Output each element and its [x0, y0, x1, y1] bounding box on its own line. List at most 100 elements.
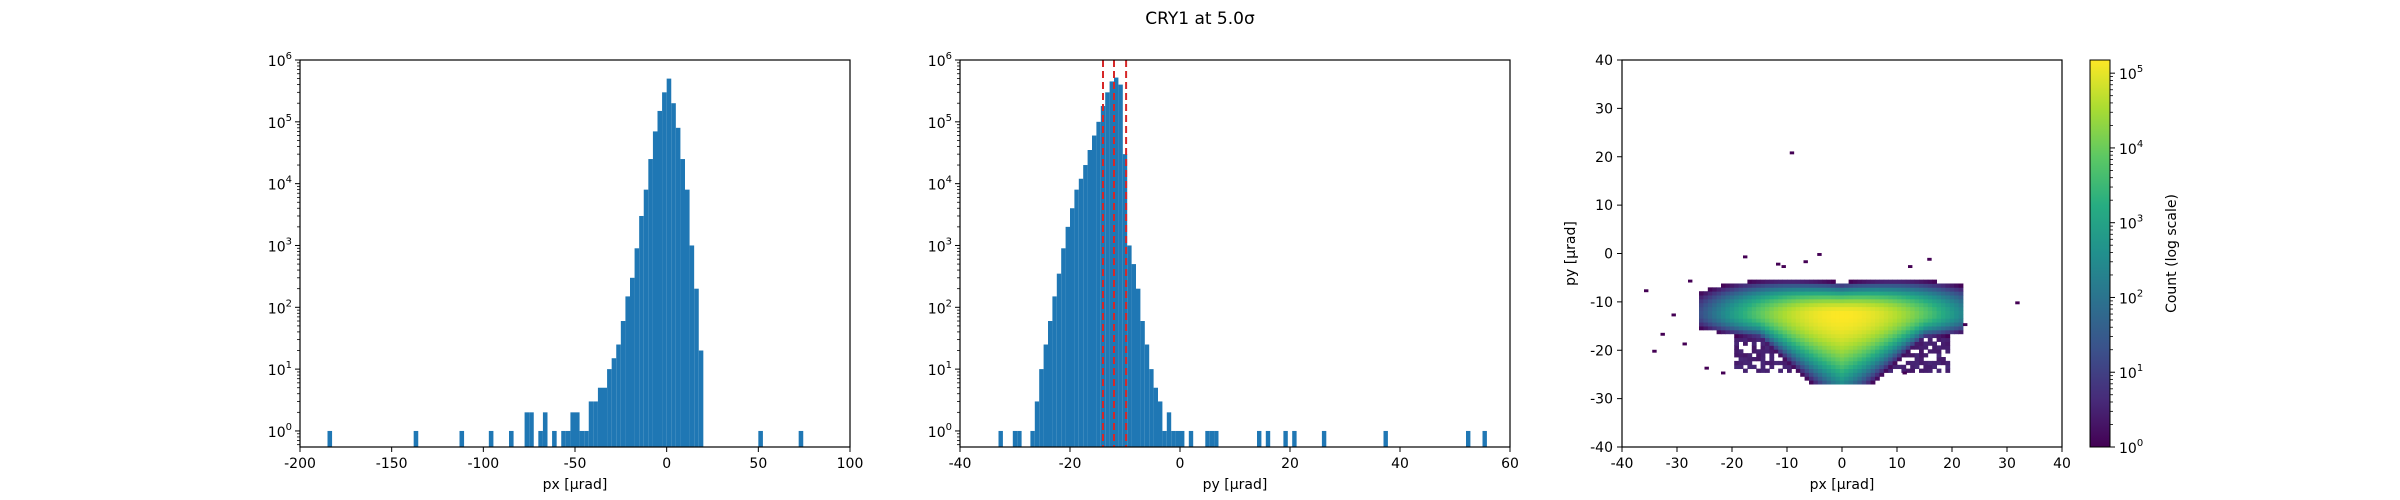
heatmap-cell — [1795, 349, 1801, 354]
heatmap-cell — [1919, 360, 1924, 366]
heatmap-cell — [1738, 360, 1744, 366]
heatmap-cell — [1848, 314, 1854, 319]
heatmap-cell — [1897, 337, 1902, 342]
heatmap-cell — [1804, 337, 1810, 342]
heatmap-cell — [1760, 368, 1766, 373]
heatmap-cell — [1813, 372, 1819, 377]
y-tick-label: -40 — [1590, 440, 1613, 456]
heatmap-cell — [1954, 329, 1959, 335]
heatmap-cell — [1804, 360, 1810, 366]
heatmap-cell — [1932, 314, 1937, 319]
heatmap-cell — [1875, 364, 1880, 370]
heatmap-cell — [1751, 287, 1757, 292]
heatmap-cell — [1835, 283, 1841, 288]
heatmap-cell — [1888, 345, 1893, 350]
heatmap-cell — [1875, 306, 1880, 311]
heatmap-cell — [1839, 329, 1845, 335]
histogram-bar — [1061, 248, 1066, 447]
heatmap-cell — [1888, 360, 1893, 366]
heatmap-cell — [1800, 357, 1805, 362]
heatmap-cell — [1787, 302, 1792, 308]
heatmap-cell — [1914, 322, 1920, 327]
heatmap-cell — [1743, 360, 1748, 366]
heatmap-cell — [1826, 337, 1832, 342]
heatmap-cell — [1932, 310, 1937, 315]
histogram-bar — [1048, 321, 1053, 447]
heatmap-cell — [1822, 376, 1827, 381]
heatmap-cell — [1756, 349, 1761, 354]
heatmap-cell — [1813, 287, 1819, 292]
histogram-bar — [1321, 430, 1327, 447]
histogram-bar — [689, 245, 695, 447]
heatmap-cell — [1760, 314, 1766, 319]
heatmap-cell — [1791, 337, 1797, 342]
heatmap-cell — [1795, 326, 1801, 331]
heatmap-cell — [1712, 326, 1717, 331]
heatmap-cell — [1905, 329, 1911, 335]
heatmap-cell — [1782, 364, 1788, 370]
heatmap-cell — [1826, 380, 1832, 385]
heatmap-cell — [1866, 372, 1871, 377]
histogram-bar — [1466, 430, 1471, 447]
heatmap-cell — [1809, 345, 1814, 350]
heatmap-cell — [1831, 322, 1836, 327]
heatmap-cell — [1729, 326, 1735, 331]
heatmap-cell — [1848, 283, 1854, 288]
heatmap-cell — [1958, 329, 1964, 335]
heatmap-cell — [1883, 333, 1889, 339]
heatmap-cell — [1751, 341, 1757, 346]
heatmap-cell — [1853, 279, 1858, 284]
heatmap-cell — [1751, 318, 1757, 323]
heatmap-cell — [1747, 283, 1753, 288]
heatmap-cell — [1743, 314, 1748, 319]
heatmap-cell — [1875, 283, 1880, 288]
heatmap-cell — [1844, 329, 1849, 335]
heatmap-cell — [1747, 291, 1753, 296]
heatmap-cell — [1835, 349, 1841, 354]
x-tick-label: 60 — [1501, 456, 1519, 472]
heatmap-cell — [1857, 333, 1863, 339]
heatmap-cell — [1782, 310, 1788, 315]
heatmap-cell — [1725, 287, 1731, 292]
heatmap-cell — [1716, 302, 1722, 308]
heatmap-cell — [1879, 341, 1885, 346]
heatmap-cell — [1844, 337, 1849, 342]
heatmap-cell — [1813, 341, 1819, 346]
heatmap-cell — [1743, 353, 1748, 358]
heatmap-cell — [1809, 295, 1814, 300]
histogram-bar — [662, 92, 667, 447]
heatmap-cell — [1703, 310, 1709, 315]
heatmap-cell — [1883, 337, 1889, 342]
heatmap-cell — [1804, 322, 1810, 327]
heatmap-cell — [1919, 353, 1924, 358]
heatmap-cell — [1879, 318, 1885, 323]
heatmap-cell — [1804, 376, 1810, 381]
heatmap-cell — [1795, 333, 1801, 339]
heatmap-cell — [1932, 341, 1937, 346]
heatmap-cell — [1923, 345, 1929, 350]
x-tick-label: 40 — [1391, 456, 1409, 472]
heatmap-cell — [1866, 310, 1871, 315]
heatmap-cell — [1844, 345, 1849, 350]
heatmap-outlier-cell — [1781, 265, 1786, 269]
heatmap-cell — [1945, 310, 1951, 315]
heatmap-cell — [1787, 360, 1792, 366]
heatmap-cell — [1817, 333, 1823, 339]
heatmap-cell — [1822, 310, 1827, 315]
heatmap-cell — [1897, 322, 1902, 327]
y-tick-label: 106 — [268, 51, 292, 70]
heatmap-cell — [1835, 329, 1841, 335]
heatmap-cell — [1707, 291, 1713, 296]
heatmap-cell — [1835, 306, 1841, 311]
histogram-bar — [1065, 226, 1070, 447]
heatmap-cell — [1795, 368, 1801, 373]
heatmap-cell — [1870, 318, 1876, 323]
heatmap-cell — [1826, 302, 1832, 308]
colorbar-tick-label-exponent: 1 — [2137, 363, 2143, 374]
heatmap-cell — [1853, 318, 1858, 323]
heatmap-cell — [1835, 360, 1841, 366]
colorbar-tick-label-exponent: 3 — [2137, 214, 2143, 225]
heatmap-cell — [1897, 283, 1902, 288]
heatmap-cell — [1932, 333, 1937, 339]
